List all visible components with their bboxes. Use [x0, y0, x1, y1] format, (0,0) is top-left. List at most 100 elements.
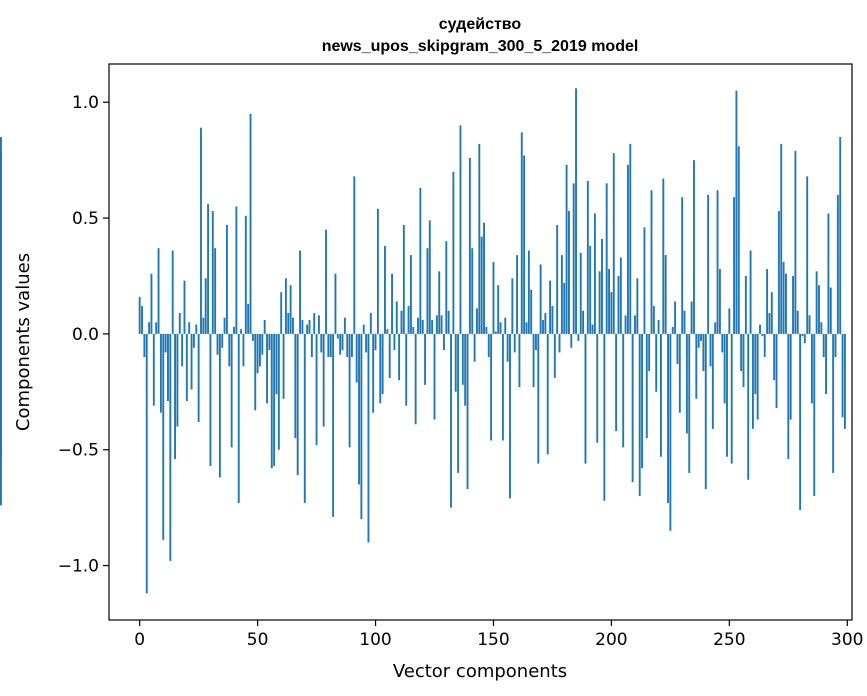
- bar: [162, 333, 165, 541]
- bar: [655, 333, 658, 392]
- bar: [737, 146, 740, 334]
- bar: [157, 248, 160, 334]
- bar: [398, 333, 401, 381]
- bar: [336, 333, 339, 339]
- bar: [537, 333, 540, 464]
- bar: [306, 324, 309, 334]
- bar: [409, 255, 412, 334]
- bar: [393, 333, 396, 351]
- bar: [756, 333, 759, 420]
- y-tick-label: 0.0: [72, 325, 99, 345]
- bar: [405, 333, 408, 406]
- bar: [435, 315, 438, 334]
- bar: [504, 317, 507, 334]
- bar: [702, 333, 705, 371]
- y-tick-label: −1.0: [58, 557, 99, 577]
- bar: [301, 319, 304, 334]
- bar: [546, 333, 549, 455]
- bar: [138, 296, 141, 334]
- bar: [584, 333, 587, 464]
- bar: [685, 333, 688, 434]
- bar: [634, 315, 636, 334]
- bar: [190, 333, 193, 390]
- bar: [787, 333, 790, 459]
- bar: [419, 187, 422, 334]
- bar: [551, 306, 554, 334]
- bar: [631, 333, 634, 483]
- bar: [244, 215, 247, 334]
- bar: [266, 333, 268, 404]
- bar: [280, 292, 283, 334]
- bar: [181, 333, 184, 367]
- bar: [726, 333, 728, 457]
- bar: [292, 317, 294, 334]
- bar: [412, 326, 415, 334]
- bar: [320, 333, 323, 353]
- bar: [0, 333, 2, 459]
- bar: [782, 262, 785, 334]
- bar: [709, 333, 712, 367]
- x-tick-label: 150: [477, 630, 509, 650]
- bar: [825, 333, 827, 395]
- bar: [273, 333, 276, 466]
- bar: [395, 301, 398, 334]
- x-axis-label: Vector components: [393, 661, 567, 682]
- bar: [317, 315, 320, 334]
- bar: [697, 333, 700, 348]
- bar: [223, 317, 226, 334]
- bar: [582, 310, 585, 334]
- bar: [478, 143, 481, 334]
- bar: [827, 213, 830, 334]
- bar: [513, 333, 516, 353]
- bar: [544, 313, 547, 334]
- bar: [511, 278, 514, 334]
- bar: [707, 194, 710, 334]
- bar: [143, 333, 146, 358]
- x-tick-label: 50: [247, 630, 269, 650]
- bar: [369, 313, 372, 334]
- bar: [339, 333, 342, 355]
- y-tick-label: −0.5: [58, 441, 99, 461]
- bar: [192, 333, 195, 348]
- bar: [200, 127, 202, 334]
- bar: [681, 197, 684, 334]
- bar: [296, 333, 299, 476]
- bar: [605, 183, 608, 334]
- bar: [447, 310, 450, 334]
- bar: [355, 333, 358, 383]
- bar: [626, 164, 629, 334]
- bar: [518, 333, 521, 388]
- bar: [150, 273, 153, 334]
- bar: [808, 315, 811, 334]
- bar: [612, 153, 615, 334]
- bar: [185, 333, 188, 402]
- bar: [829, 287, 832, 334]
- bar: [334, 273, 337, 334]
- bar: [629, 143, 632, 334]
- bar: [167, 333, 169, 402]
- bar: [506, 333, 509, 362]
- bar: [596, 333, 599, 443]
- bar: [516, 255, 519, 334]
- bar: [558, 333, 561, 353]
- bar: [426, 248, 429, 334]
- bar: [674, 301, 677, 334]
- bar: [454, 333, 457, 392]
- bar: [438, 271, 441, 334]
- bar: [171, 250, 174, 334]
- bar: [183, 280, 186, 334]
- bar: [386, 329, 389, 334]
- bar: [221, 333, 224, 348]
- bar: [742, 333, 745, 388]
- bar: [209, 333, 212, 466]
- bar: [780, 143, 783, 334]
- bar: [527, 250, 530, 334]
- bar: [730, 333, 733, 464]
- bar: [384, 245, 386, 334]
- bar: [662, 178, 665, 334]
- chart-subtitle: news_upos_skipgram_300_5_2019 model: [322, 38, 639, 55]
- bar: [225, 225, 228, 334]
- bar: [457, 333, 460, 473]
- bar: [242, 333, 245, 367]
